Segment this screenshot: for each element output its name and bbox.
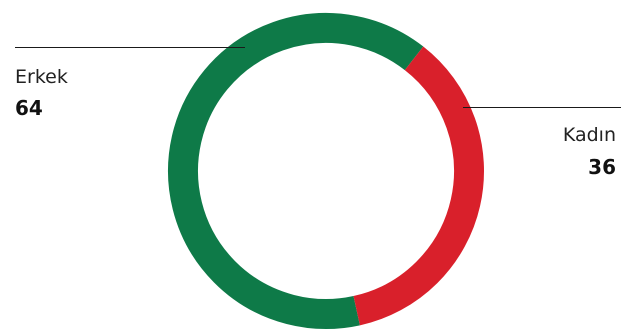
erkek-leader-line <box>15 47 245 48</box>
donut-slice-kad-n <box>353 46 484 326</box>
kadin-value: 36 <box>588 155 616 179</box>
kadin-label: Kadın <box>562 124 616 146</box>
erkek-value: 64 <box>15 96 43 120</box>
erkek-label: Erkek <box>15 66 68 88</box>
donut-slice-erkek <box>168 13 424 329</box>
kadin-leader-line <box>463 107 621 108</box>
